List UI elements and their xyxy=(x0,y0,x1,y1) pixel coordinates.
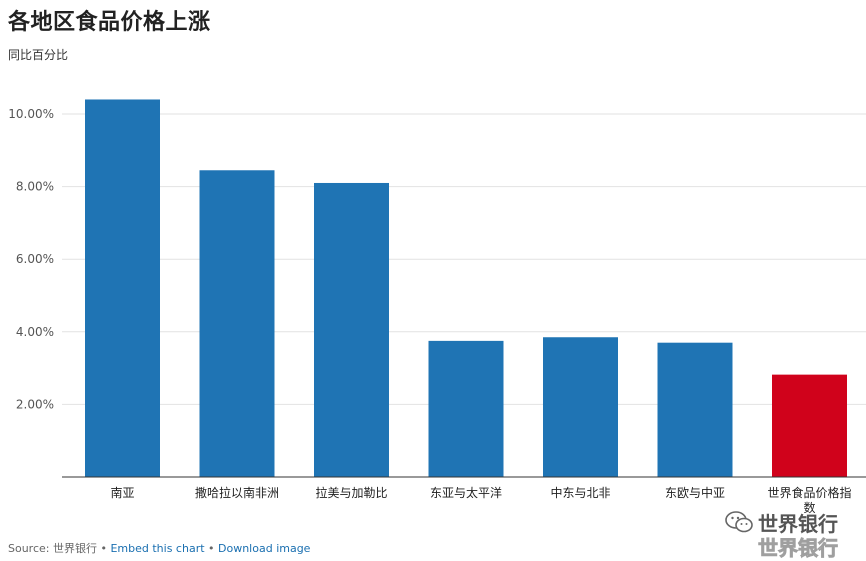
x-category-label: 南亚 xyxy=(110,485,134,500)
download-image-link[interactable]: Download image xyxy=(218,542,311,555)
bar[interactable] xyxy=(85,99,160,477)
bar[interactable] xyxy=(657,342,733,477)
chart-title: 各地区食品价格上涨 xyxy=(8,10,211,35)
y-tick-label: 10.00% xyxy=(8,107,54,121)
x-category-label: 数 xyxy=(803,500,815,515)
source-text: Source: 世界银行 • xyxy=(8,542,111,555)
x-category-label: 世界食品价格指 xyxy=(767,485,851,500)
bar[interactable] xyxy=(314,182,389,477)
y-tick-label: 2.00% xyxy=(16,397,54,411)
embed-chart-link[interactable]: Embed this chart xyxy=(110,542,205,555)
x-category-label: 东欧与中亚 xyxy=(665,485,725,500)
x-category-label: 拉美与加勒比 xyxy=(315,485,387,500)
watermark: 世界银行 世界银行 xyxy=(722,506,862,560)
chart-subtitle: 同比百分比 xyxy=(8,48,69,62)
x-category-label: 东亚与太平洋 xyxy=(430,485,502,500)
bars xyxy=(85,99,847,477)
bar[interactable] xyxy=(543,337,618,477)
wechat-icon xyxy=(725,511,753,533)
x-category-label: 撒哈拉以南非洲 xyxy=(195,485,279,500)
watermark-text: 世界银行 xyxy=(758,512,838,536)
y-tick-label: 6.00% xyxy=(16,252,54,266)
chart-footer: Source: 世界银行 • Embed this chart • Downlo… xyxy=(8,540,310,556)
y-tick-label: 4.00% xyxy=(16,325,54,339)
bar-chart: 2.00% 4.00% 6.00% 8.00% 10.00% 南亚 撒哈拉以南非洲 拉美与加… xyxy=(8,99,866,515)
y-tick-label: 8.00% xyxy=(16,180,54,194)
watermark-text-shadow: 世界银行 xyxy=(758,536,839,561)
x-category-label: 中东与北非 xyxy=(550,485,610,500)
footer-separator: • xyxy=(204,542,219,555)
bar[interactable] xyxy=(428,340,504,477)
bar[interactable] xyxy=(199,170,275,477)
bar[interactable] xyxy=(772,374,847,477)
y-axis-ticks: 2.00% 4.00% 6.00% 8.00% 10.00% xyxy=(8,107,54,411)
